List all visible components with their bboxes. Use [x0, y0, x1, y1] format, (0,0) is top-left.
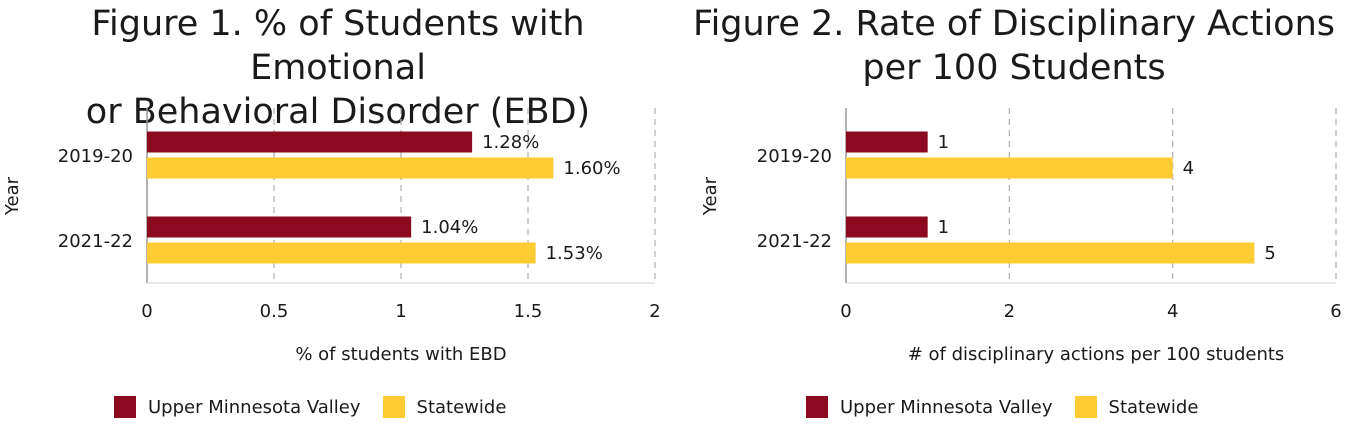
y-axis-title: Year	[2, 176, 23, 216]
bar-upper-mn-valley-2019-20	[846, 131, 928, 153]
legend-label: Statewide	[416, 396, 507, 418]
legend-swatch	[1074, 396, 1097, 418]
data-label: 1.60%	[563, 158, 620, 179]
legend-label: Upper Minnesota Valley	[148, 396, 361, 418]
bar-statewide-2021-22	[147, 242, 536, 264]
y-tick-label: 2021-22	[58, 231, 133, 252]
chart-legend-1: Upper Minnesota Valley Statewide	[114, 396, 528, 418]
chart-plot-2: 1 4 2019-20 1 5 2021-22 0 2 4 6 # of disciplinary …	[700, 108, 1342, 365]
x-tick-label: 0	[840, 301, 851, 322]
y-tick-label: 2019-20	[757, 146, 832, 167]
x-axis-title: % of students with EBD	[295, 344, 506, 365]
y-tick-label: 2021-22	[757, 231, 832, 252]
bar-statewide-2019-20	[147, 157, 554, 179]
data-label: 1	[938, 217, 949, 238]
x-tick-label: 2	[649, 301, 660, 322]
x-tick-label: 0.5	[260, 301, 289, 322]
x-tick-label: 6	[1330, 301, 1341, 322]
legend-swatch	[382, 396, 405, 418]
chart-title-2: Figure 2. Rate of Disciplinary Actions p…	[676, 2, 1352, 90]
data-label: 5	[1264, 243, 1275, 264]
data-label: 1.04%	[421, 217, 478, 238]
legend-swatch	[806, 396, 828, 418]
y-axis-title: Year	[700, 176, 721, 216]
bar-statewide-2021-22	[846, 242, 1255, 264]
chart-panel-1: Figure 1. % of Students with Emotional o…	[0, 0, 676, 426]
x-tick-label: 1	[395, 301, 406, 322]
data-label: 1.53%	[546, 243, 603, 264]
legend-item-statewide: Statewide	[1074, 396, 1199, 418]
data-label: 1.28%	[482, 132, 539, 153]
legend-item-upper-mn-valley: Upper Minnesota Valley	[806, 396, 1053, 418]
x-tick-label: 1.5	[514, 301, 543, 322]
legend-label: Upper Minnesota Valley	[840, 396, 1053, 418]
bar-upper-mn-valley-2021-22	[147, 216, 412, 238]
data-label: 1	[938, 132, 949, 153]
legend-label: Statewide	[1108, 396, 1199, 418]
chart-title-1-line-2: or Behavioral Disorder (EBD)	[85, 92, 591, 132]
chart-panel-2: Figure 2. Rate of Disciplinary Actions p…	[676, 0, 1352, 426]
x-axis-title: # of disciplinary actions per 100 studen…	[908, 344, 1285, 365]
legend-item-statewide: Statewide	[382, 396, 507, 418]
chart-plot-1: 1.28% 1.60% 2019-20 1.04% 1.53% 2021-22 0 0.5 1 1…	[2, 108, 661, 365]
bar-upper-mn-valley-2021-22	[846, 216, 928, 238]
data-label: 4	[1183, 158, 1194, 179]
chart-title-2-line-1: Figure 2. Rate of Disciplinary Actions	[693, 4, 1335, 44]
chart-title-2-line-2: per 100 Students	[862, 48, 1166, 88]
chart-title-1-line-1: Figure 1. % of Students with Emotional	[91, 4, 585, 88]
bar-statewide-2019-20	[846, 157, 1173, 179]
x-tick-label: 0	[141, 301, 152, 322]
chart-legend-2: Upper Minnesota Valley Statewide	[806, 396, 1220, 418]
x-tick-label: 2	[1004, 301, 1015, 322]
chart-title-1: Figure 1. % of Students with Emotional o…	[0, 2, 676, 134]
x-tick-label: 4	[1167, 301, 1178, 322]
legend-item-upper-mn-valley: Upper Minnesota Valley	[114, 396, 361, 418]
bar-upper-mn-valley-2019-20	[147, 131, 473, 153]
legend-swatch	[114, 396, 136, 418]
y-tick-label: 2019-20	[58, 146, 133, 167]
